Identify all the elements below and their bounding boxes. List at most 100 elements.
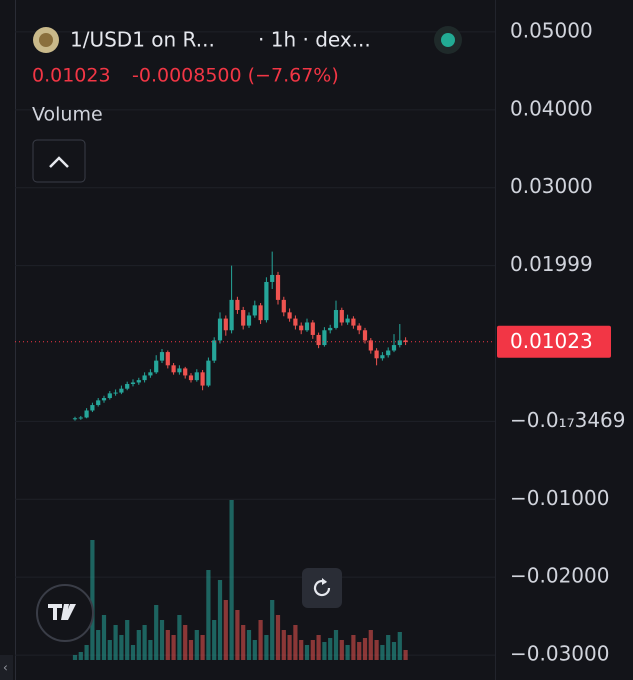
y-tick-label: 0.01999 bbox=[510, 252, 593, 276]
volume-bar bbox=[293, 625, 298, 660]
candle-body bbox=[333, 310, 339, 328]
volume-bar bbox=[125, 620, 130, 660]
last-price: 0.01023 bbox=[32, 65, 111, 87]
symbol-title[interactable]: 1/USD1 on R... bbox=[70, 28, 215, 52]
candle-body bbox=[258, 305, 263, 321]
y-tick-label: 0.03000 bbox=[510, 174, 593, 198]
volume-bar bbox=[386, 635, 391, 660]
y-tick-label: −0.0₁₇3469 bbox=[510, 408, 626, 432]
candle-body bbox=[142, 375, 147, 381]
volume-bar bbox=[258, 620, 263, 660]
volume-bar bbox=[351, 635, 356, 660]
volume-bar bbox=[287, 635, 292, 660]
candle-body bbox=[293, 318, 298, 326]
volume-bar bbox=[154, 605, 159, 660]
volume-bar bbox=[357, 642, 362, 660]
volume-bar bbox=[212, 620, 217, 660]
current-price-label: 0.01023 bbox=[510, 329, 593, 353]
candle-body bbox=[183, 368, 188, 376]
candle-body bbox=[345, 318, 350, 323]
volume-bar bbox=[148, 640, 153, 660]
candle-body bbox=[154, 360, 159, 373]
volume-bar bbox=[113, 625, 118, 660]
candle-body bbox=[270, 274, 275, 282]
candle-body bbox=[217, 318, 223, 341]
volume-bar bbox=[339, 640, 344, 660]
volume-bar bbox=[165, 630, 170, 660]
candle-body bbox=[177, 368, 182, 373]
candle-body bbox=[275, 274, 281, 300]
volume-bar bbox=[328, 638, 333, 660]
volume-bar bbox=[362, 638, 368, 660]
price-axis: 0.05000 0.04000 0.03000 0.01999 −0.0₁₇3469 −0… bbox=[497, 18, 626, 666]
candle-body bbox=[194, 372, 199, 381]
status-dot bbox=[441, 33, 455, 47]
candle-body bbox=[235, 299, 240, 311]
volume-bar bbox=[264, 635, 269, 660]
volume-bar bbox=[345, 645, 350, 660]
candle-body bbox=[281, 299, 286, 313]
volume-bar bbox=[136, 630, 141, 660]
volume-bar bbox=[380, 645, 385, 660]
volume-bar bbox=[310, 640, 315, 660]
volume-bar bbox=[374, 640, 379, 660]
reset-button[interactable] bbox=[302, 568, 342, 608]
candle-body bbox=[188, 375, 194, 381]
volume-bar bbox=[206, 570, 211, 660]
candle-body bbox=[287, 312, 292, 319]
candle-body bbox=[374, 350, 379, 359]
side-handle-icon: ‹ bbox=[3, 661, 8, 675]
candle-body bbox=[241, 310, 246, 326]
candle-body bbox=[206, 360, 211, 386]
candle-body bbox=[357, 325, 362, 331]
candle-body bbox=[72, 418, 78, 420]
volume-bar bbox=[142, 625, 147, 660]
candle-body bbox=[113, 392, 118, 394]
volume-bar bbox=[270, 600, 275, 660]
current-price-tag bbox=[497, 325, 611, 358]
volume-bar bbox=[119, 635, 124, 660]
volume-bar bbox=[304, 645, 310, 660]
candle-body bbox=[159, 352, 165, 361]
volume-bar bbox=[403, 650, 408, 660]
volume-bar bbox=[223, 600, 228, 660]
volume-bar bbox=[252, 640, 257, 660]
collapse-button[interactable] bbox=[32, 139, 86, 183]
candle-body bbox=[316, 334, 321, 346]
volume-bar bbox=[235, 610, 240, 660]
candle-body bbox=[380, 355, 385, 359]
side-handle[interactable] bbox=[0, 655, 13, 680]
volume-bar bbox=[183, 625, 188, 660]
candle-body bbox=[322, 330, 327, 346]
candle-body bbox=[403, 340, 408, 342]
volume-bar bbox=[391, 642, 397, 660]
candle-body bbox=[200, 372, 205, 386]
volume-bar bbox=[107, 640, 112, 660]
volume-bar bbox=[281, 630, 286, 660]
candle-body bbox=[84, 410, 89, 418]
volume-bar bbox=[72, 655, 78, 660]
volume-bar bbox=[333, 630, 339, 660]
volume-bar bbox=[200, 635, 205, 660]
candle-body bbox=[212, 340, 217, 361]
candle-body bbox=[223, 318, 228, 331]
volume-bar bbox=[229, 500, 234, 660]
volume-bar bbox=[90, 540, 95, 660]
candle-body bbox=[107, 393, 112, 399]
collapse-icon bbox=[49, 156, 69, 168]
candle-body bbox=[328, 327, 333, 331]
volume-bar bbox=[130, 645, 136, 660]
symbol-subtitle[interactable]: · 1h · dex... bbox=[258, 28, 371, 52]
volume-bar bbox=[177, 615, 182, 660]
candle-body bbox=[165, 352, 170, 366]
volume-bar bbox=[194, 630, 199, 660]
volume-bar bbox=[217, 580, 223, 660]
candle-body bbox=[119, 388, 124, 393]
candle-body bbox=[362, 330, 368, 341]
candle-body bbox=[299, 325, 304, 331]
volume-bar bbox=[84, 645, 89, 660]
candle-body bbox=[391, 345, 397, 351]
candle-body bbox=[78, 417, 83, 419]
candle-body bbox=[264, 281, 269, 321]
